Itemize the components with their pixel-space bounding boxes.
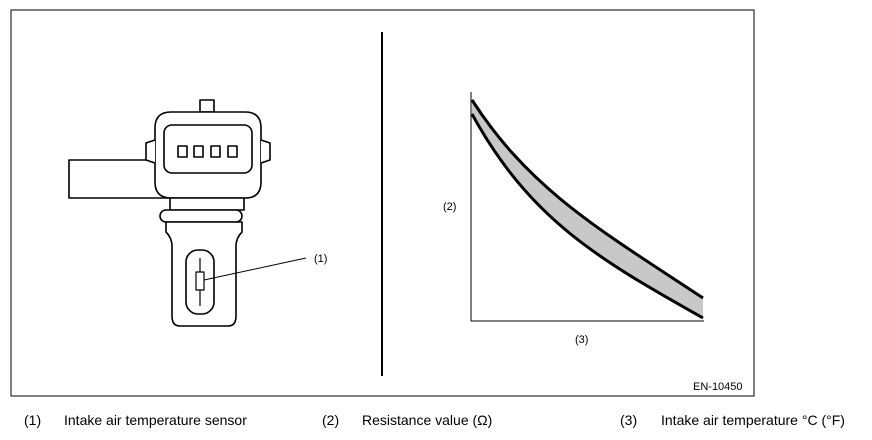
legend-number: (2) (322, 412, 340, 428)
connector-latch (199, 99, 215, 113)
legend-number: (1) (24, 412, 42, 428)
tolerance-band (472, 100, 703, 318)
y-axis-label: (2) (443, 201, 456, 213)
connector-ear-left (145, 139, 156, 164)
o-ring (159, 209, 243, 223)
sensor-neck (169, 197, 245, 211)
connector-pin (177, 145, 188, 158)
upper-limit-curve (470, 99, 704, 300)
callout-leader-1 (203, 257, 307, 281)
connector-pin (210, 145, 221, 158)
x-axis-label: (3) (575, 334, 588, 346)
legend-text: Intake air temperature sensor (64, 412, 247, 428)
legend-text: Resistance value (Ω) (362, 412, 493, 428)
legend-item-2: (2) Resistance value (Ω) (322, 412, 492, 428)
resistance-temperature-chart: (2) (3) (443, 92, 704, 346)
legend-text: Intake air temperature °C (°F) (661, 412, 845, 428)
figure-frame (10, 9, 755, 397)
callout-1: (1) (314, 253, 327, 265)
thermistor-element (195, 271, 205, 291)
connector-pin (193, 145, 204, 158)
connector-ear-right (260, 139, 271, 164)
legend-item-1: (1) Intake air temperature sensor (24, 412, 247, 428)
lower-limit-curve (470, 113, 704, 320)
connector-socket (163, 124, 253, 174)
legend-item-3: (3) Intake air temperature °C (°F) (620, 412, 845, 428)
figure-code: EN-10450 (693, 381, 743, 393)
legend-number: (3) (620, 412, 638, 428)
connector-pin (227, 145, 238, 158)
intake-air-temperature-sensor-drawing (68, 99, 271, 327)
